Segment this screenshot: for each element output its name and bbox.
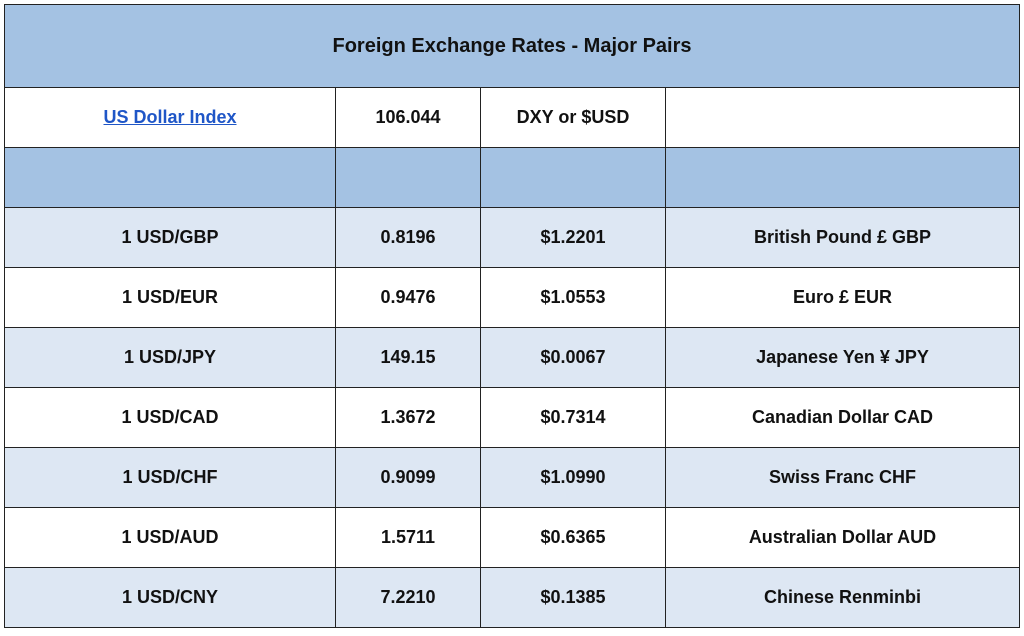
table-row: 1 USD/EUR 0.9476 $1.0553 Euro £ EUR (4, 267, 1020, 328)
pair-cell: 1 USD/JPY (4, 327, 336, 388)
spacer-row (4, 147, 1020, 208)
pair-cell: 1 USD/CAD (4, 387, 336, 448)
rate-cell: 1.5711 (335, 507, 481, 568)
dollar-index-link[interactable]: US Dollar Index (103, 107, 237, 127)
rate-cell: 0.8196 (335, 207, 481, 268)
empty-cell (335, 147, 481, 208)
empty-cell (480, 147, 666, 208)
usd-value-cell: $0.7314 (480, 387, 666, 448)
usd-value-cell: $0.6365 (480, 507, 666, 568)
dollar-index-cell: US Dollar Index (4, 87, 336, 148)
dollar-index-row: US Dollar Index 106.044 DXY or $USD (4, 87, 1020, 148)
table-title: Foreign Exchange Rates - Major Pairs (4, 4, 1020, 88)
usd-value-cell: $1.0990 (480, 447, 666, 508)
fx-rates-table: Foreign Exchange Rates - Major Pairs US … (4, 4, 1020, 628)
usd-value-cell: $0.0067 (480, 327, 666, 388)
pair-cell: 1 USD/AUD (4, 507, 336, 568)
table-row: 1 USD/GBP 0.8196 $1.2201 British Pound £ GB… (4, 207, 1020, 268)
rate-cell: 7.2210 (335, 567, 481, 628)
rate-cell: 1.3672 (335, 387, 481, 448)
table-row: 1 USD/AUD 1.5711 $0.6365 Australian Dollar … (4, 507, 1020, 568)
rate-cell: 0.9476 (335, 267, 481, 328)
pair-cell: 1 USD/GBP (4, 207, 336, 268)
pair-cell: 1 USD/CHF (4, 447, 336, 508)
rate-cell: 0.9099 (335, 447, 481, 508)
empty-cell (665, 87, 1020, 148)
table-row: 1 USD/CHF 0.9099 $1.0990 Swiss Franc CHF (4, 447, 1020, 508)
table-row: 1 USD/CNY 7.2210 $0.1385 Chinese Renminbi (4, 567, 1020, 628)
empty-cell (4, 147, 336, 208)
table-row: 1 USD/JPY 149.15 $0.0067 Japanese Yen ¥ JPY (4, 327, 1020, 388)
usd-value-cell: $1.2201 (480, 207, 666, 268)
currency-name-cell: Australian Dollar AUD (665, 507, 1020, 568)
currency-name-cell: Euro £ EUR (665, 267, 1020, 328)
currency-name-cell: Swiss Franc CHF (665, 447, 1020, 508)
currency-name-cell: Japanese Yen ¥ JPY (665, 327, 1020, 388)
pair-cell: 1 USD/EUR (4, 267, 336, 328)
usd-value-cell: $0.1385 (480, 567, 666, 628)
title-row: Foreign Exchange Rates - Major Pairs (4, 4, 1020, 88)
dollar-index-value: 106.044 (335, 87, 481, 148)
usd-value-cell: $1.0553 (480, 267, 666, 328)
currency-name-cell: Chinese Renminbi (665, 567, 1020, 628)
pair-cell: 1 USD/CNY (4, 567, 336, 628)
rate-cell: 149.15 (335, 327, 481, 388)
currency-name-cell: Canadian Dollar CAD (665, 387, 1020, 448)
currency-name-cell: British Pound £ GBP (665, 207, 1020, 268)
dollar-index-symbol: DXY or $USD (480, 87, 666, 148)
empty-cell (665, 147, 1020, 208)
table-row: 1 USD/CAD 1.3672 $0.7314 Canadian Dollar CA… (4, 387, 1020, 448)
